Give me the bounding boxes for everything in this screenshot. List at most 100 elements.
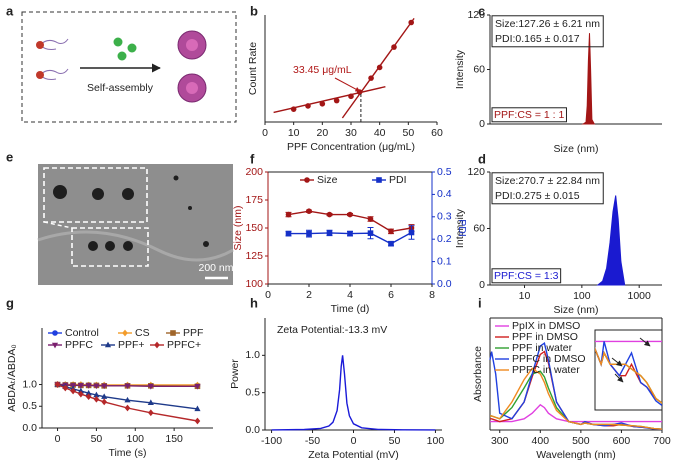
series-line (57, 383, 198, 410)
annotation: 33.45 μg/mL (293, 64, 352, 76)
marker (101, 393, 108, 399)
marker (104, 341, 112, 348)
polymer-dot (127, 43, 137, 53)
series-line (271, 355, 436, 431)
x-tick-label: 0 (351, 435, 357, 447)
x-tick-label: 1000 (628, 290, 652, 302)
series-line (595, 347, 662, 404)
x-tick-label: 100 (573, 290, 591, 302)
marker (124, 383, 131, 390)
x-tick-label: 10 (288, 127, 300, 139)
y-tick-label: 1.0 (245, 349, 260, 361)
text-frame (491, 268, 562, 284)
panel-e: e 200 nm (6, 149, 234, 285)
x-tick-label: 30 (345, 127, 357, 139)
panel-letter: d (478, 151, 486, 166)
marker (148, 409, 154, 417)
ratio-text: PPF:CS = 1:3 (494, 270, 559, 282)
x-tick-label: 100 (127, 433, 145, 445)
x-tick-label: 10 (519, 290, 531, 302)
marker (93, 395, 100, 403)
nanoparticle-core (186, 39, 198, 51)
marker (367, 216, 374, 222)
panel-letter: g (6, 295, 14, 310)
x-tick-label: -50 (305, 435, 320, 447)
y-tick-label: 150 (245, 222, 263, 234)
panel-letter: c (478, 3, 485, 18)
marker (154, 341, 160, 349)
y-tick-label: 120 (467, 9, 485, 21)
y2-tick-label: 0.1 (437, 255, 452, 267)
y-tick-label: 0.0 (245, 424, 260, 436)
x-tick-label: 600 (613, 435, 631, 447)
series-line (595, 340, 662, 343)
marker (306, 230, 312, 237)
marker (78, 390, 84, 398)
size-text: Size:270.7 ± 22.84 nm (495, 175, 600, 187)
x-axis-label: PPF Concentration (μg/mL) (287, 141, 415, 153)
y2-tick-label: 0.4 (437, 188, 452, 200)
x-tick-label: 50 (402, 127, 414, 139)
x-tick-label: 150 (165, 433, 183, 445)
marker (77, 387, 84, 394)
marker (93, 383, 100, 390)
x-tick-label: 0 (262, 127, 268, 139)
y-tick-label: 60 (473, 222, 485, 234)
x-tick-label: 40 (374, 127, 386, 139)
x-tick-label: 2 (306, 289, 312, 301)
marker (326, 211, 333, 218)
scheme-label: Self-assembly (87, 82, 154, 94)
x-tick-label: 4 (347, 289, 353, 301)
zoom-link (43, 221, 73, 229)
x-tick-label: 0 (55, 433, 61, 445)
ratio-text: PPF:CS = 1 : 1 (494, 109, 564, 121)
marker (347, 230, 353, 237)
x-tick-label: -100 (261, 435, 282, 447)
area (581, 33, 596, 125)
marker (347, 211, 353, 218)
panel-a: a Self-assembly (6, 3, 237, 123)
marker (101, 383, 108, 390)
y-tick-label: 0.5 (22, 400, 37, 412)
y2-tick-label: 0.0 (437, 278, 452, 290)
y-axis-label: Intensity (454, 49, 466, 89)
sem-texture (37, 230, 234, 262)
y-tick-label: 60 (473, 63, 485, 75)
text-frame (491, 15, 604, 48)
x-axis-label: Time (s) (108, 447, 146, 459)
marker (367, 230, 374, 236)
y-axis-label: Power (229, 359, 241, 389)
legend-label: PDI (389, 174, 407, 186)
x-tick-label: 8 (429, 289, 435, 301)
polymer-dot (113, 37, 123, 47)
marker (147, 399, 154, 406)
legend-label: PPF (183, 327, 203, 339)
y-tick-label: 0.5 (245, 386, 260, 398)
x-tick-label: 6 (388, 289, 394, 301)
legend-label: PPFC+ (167, 339, 201, 351)
legend-label: PPFC in water (512, 364, 580, 376)
marker (101, 398, 107, 406)
area (596, 195, 626, 286)
marker (122, 329, 128, 337)
y-axis-label: Intensity (454, 208, 466, 248)
panel-letter: i (478, 295, 482, 310)
legend-label: Size (317, 174, 338, 186)
marker (408, 229, 415, 236)
marker (388, 228, 394, 235)
molecules (36, 38, 69, 80)
marker (285, 211, 292, 218)
marker (285, 230, 292, 237)
marker (85, 383, 92, 389)
annotation: Zeta Potential:-13.3 mV (277, 324, 387, 336)
x-tick-label: 50 (91, 433, 103, 445)
panel-letter: f (250, 151, 255, 166)
text-frame (491, 172, 604, 205)
marker (85, 393, 92, 401)
x-tick-label: 50 (389, 435, 401, 447)
sem-particles (53, 175, 209, 251)
text-frame (491, 107, 567, 123)
legend-label: PPF in DMSO (512, 331, 578, 343)
size-text: Size:127.26 ± 6.21 nm (495, 18, 600, 30)
